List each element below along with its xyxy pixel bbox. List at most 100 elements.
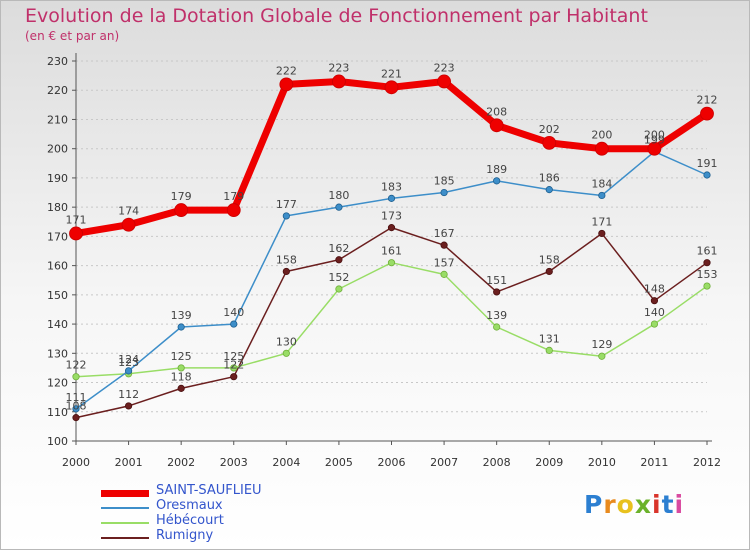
y-tick-label: 220 (47, 84, 68, 97)
data-label: 189 (486, 163, 507, 176)
legend-item: Hébécourt (101, 513, 401, 530)
data-point (335, 256, 343, 264)
data-point (384, 80, 399, 95)
x-tick-label: 2012 (693, 456, 721, 469)
legend-item: Oresmaux (101, 498, 401, 515)
data-label: 125 (223, 350, 244, 363)
data-label: 185 (434, 175, 455, 188)
data-label: 221 (381, 67, 402, 80)
data-point (647, 141, 662, 156)
data-point (177, 384, 185, 392)
legend-swatch (101, 507, 149, 509)
data-label: 148 (644, 283, 665, 296)
data-label: 131 (539, 332, 560, 345)
data-point (493, 288, 501, 296)
data-point (440, 241, 448, 249)
data-label: 125 (171, 350, 192, 363)
data-label: 202 (539, 123, 560, 136)
data-label: 122 (223, 359, 244, 372)
data-point (598, 229, 606, 238)
data-label: 173 (381, 210, 402, 223)
proxiti-logo: Proxiti (584, 490, 684, 519)
data-label: 174 (118, 205, 139, 218)
data-label: 223 (434, 61, 455, 74)
x-tick-label: 2006 (378, 456, 406, 469)
data-label: 161 (697, 245, 718, 258)
x-tick-label: 2004 (272, 456, 300, 469)
y-tick-label: 160 (47, 260, 68, 273)
data-point (174, 203, 189, 217)
x-tick-label: 2009 (535, 456, 563, 469)
x-tick-label: 2008 (483, 456, 511, 469)
data-point (69, 226, 83, 241)
x-tick-label: 2003 (220, 456, 248, 469)
legend-label: Rumigny (156, 528, 214, 543)
legend-label: Oresmaux (156, 498, 223, 513)
legend-item: SAINT-SAUFLIEU (101, 483, 401, 500)
data-point (493, 323, 501, 331)
data-label: 158 (276, 253, 297, 266)
data-point (440, 270, 448, 278)
data-label: 151 (486, 274, 507, 287)
legend-label: SAINT-SAUFLIEU (156, 483, 262, 498)
x-tick-label: 2010 (588, 456, 616, 469)
data-label: 111 (66, 391, 87, 404)
x-tick-label: 2000 (62, 456, 90, 469)
data-point (72, 373, 80, 381)
data-point (437, 74, 451, 89)
data-label: 158 (539, 253, 560, 266)
data-point (230, 373, 238, 381)
x-tick-label: 2005 (325, 456, 353, 469)
data-label: 222 (276, 64, 297, 77)
y-tick-label: 120 (47, 377, 68, 390)
data-label: 162 (328, 242, 349, 255)
data-label: 200 (644, 129, 665, 142)
data-point (489, 118, 504, 133)
data-point (387, 259, 396, 267)
data-point (703, 259, 711, 267)
data-label: 140 (223, 306, 244, 319)
data-label: 167 (434, 227, 455, 240)
y-tick-label: 180 (47, 201, 68, 214)
data-label: 161 (381, 245, 402, 258)
data-point (335, 203, 343, 211)
data-point (121, 217, 136, 232)
data-label: 157 (434, 256, 455, 269)
data-label: 223 (328, 61, 349, 74)
data-label: 184 (591, 177, 612, 190)
data-label: 186 (539, 172, 560, 185)
y-tick-label: 150 (47, 289, 68, 302)
data-point (72, 405, 80, 413)
legend-label: Hébécourt (156, 513, 224, 528)
data-point (72, 414, 80, 422)
y-tick-label: 230 (47, 55, 68, 68)
y-tick-label: 100 (47, 435, 68, 448)
chart-legend: SAINT-SAUFLIEU Oresmaux Hébécourt Rumigny (101, 483, 401, 545)
logo-letter: x (634, 490, 652, 519)
data-label: 212 (697, 94, 718, 107)
y-tick-label: 190 (47, 172, 68, 185)
x-tick-label: 2001 (115, 456, 143, 469)
y-tick-label: 210 (47, 113, 68, 126)
legend-swatch (101, 490, 149, 497)
chart-subtitle: (en € et par an) (25, 29, 120, 43)
data-label: 108 (66, 400, 87, 413)
data-label: 124 (118, 353, 139, 366)
data-point (700, 106, 714, 121)
x-tick-label: 2002 (167, 456, 195, 469)
data-point (282, 212, 290, 220)
data-point (230, 364, 238, 372)
data-point (332, 74, 346, 89)
data-point (703, 282, 711, 290)
data-label: 152 (328, 271, 349, 284)
y-tick-label: 140 (47, 318, 68, 331)
data-point (282, 267, 290, 276)
chart-title: Evolution de la Dotation Globale de Fonc… (25, 5, 648, 27)
data-point (335, 285, 343, 293)
data-label: 123 (118, 356, 139, 369)
data-label: 139 (486, 309, 507, 322)
data-point (493, 177, 501, 185)
data-label: 208 (486, 105, 507, 118)
logo-letter: t (661, 490, 675, 519)
